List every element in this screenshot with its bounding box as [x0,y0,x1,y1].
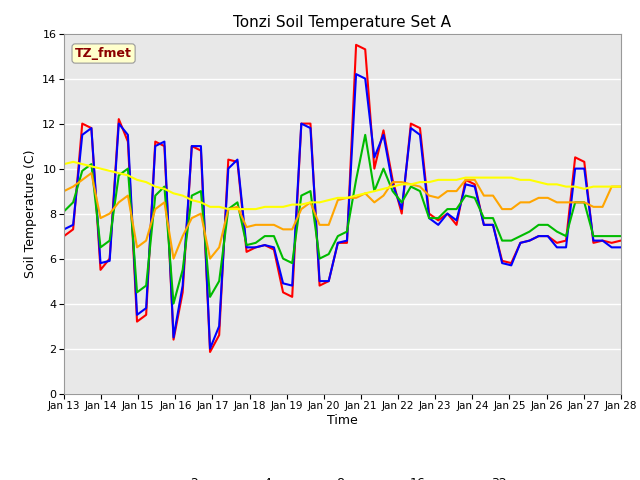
16cm [617,184,625,190]
8cm [562,233,570,239]
8cm [179,267,186,273]
2cm [215,332,223,338]
Text: TZ_fmet: TZ_fmet [75,47,132,60]
16cm [115,200,123,205]
16cm [88,170,95,176]
2cm [60,233,68,239]
8cm [106,238,113,243]
4cm [170,335,177,340]
32cm [562,184,570,190]
16cm [225,206,232,212]
32cm [617,184,625,190]
Title: Tonzi Soil Temperature Set A: Tonzi Soil Temperature Set A [234,15,451,30]
Line: 32cm: 32cm [64,162,621,209]
8cm [170,300,177,306]
16cm [416,184,424,190]
4cm [215,323,223,329]
Y-axis label: Soil Temperature (C): Soil Temperature (C) [24,149,36,278]
32cm [352,192,360,199]
X-axis label: Time: Time [327,414,358,427]
8cm [362,132,369,138]
8cm [343,228,351,234]
32cm [215,204,223,210]
8cm [60,208,68,214]
2cm [206,349,214,355]
32cm [115,170,123,176]
Line: 2cm: 2cm [64,45,621,352]
4cm [343,238,351,243]
2cm [562,238,570,243]
2cm [170,336,177,342]
16cm [562,200,570,205]
16cm [352,195,360,201]
8cm [215,278,223,284]
Line: 4cm: 4cm [64,74,621,348]
2cm [416,125,424,131]
16cm [170,256,177,262]
8cm [617,233,625,239]
Line: 16cm: 16cm [64,173,621,259]
32cm [179,192,186,199]
32cm [416,179,424,185]
2cm [343,240,351,246]
8cm [416,188,424,194]
4cm [352,71,360,77]
4cm [106,258,113,264]
32cm [225,206,232,212]
32cm [60,161,68,167]
2cm [106,256,113,262]
4cm [617,244,625,250]
2cm [352,42,360,48]
16cm [188,215,196,221]
32cm [69,159,77,165]
4cm [562,244,570,250]
16cm [60,188,68,194]
4cm [416,132,424,138]
4cm [60,227,68,232]
2cm [617,238,625,243]
4cm [206,346,214,351]
Line: 8cm: 8cm [64,135,621,303]
Legend: 2cm, 4cm, 8cm, 16cm, 32cm: 2cm, 4cm, 8cm, 16cm, 32cm [154,472,531,480]
